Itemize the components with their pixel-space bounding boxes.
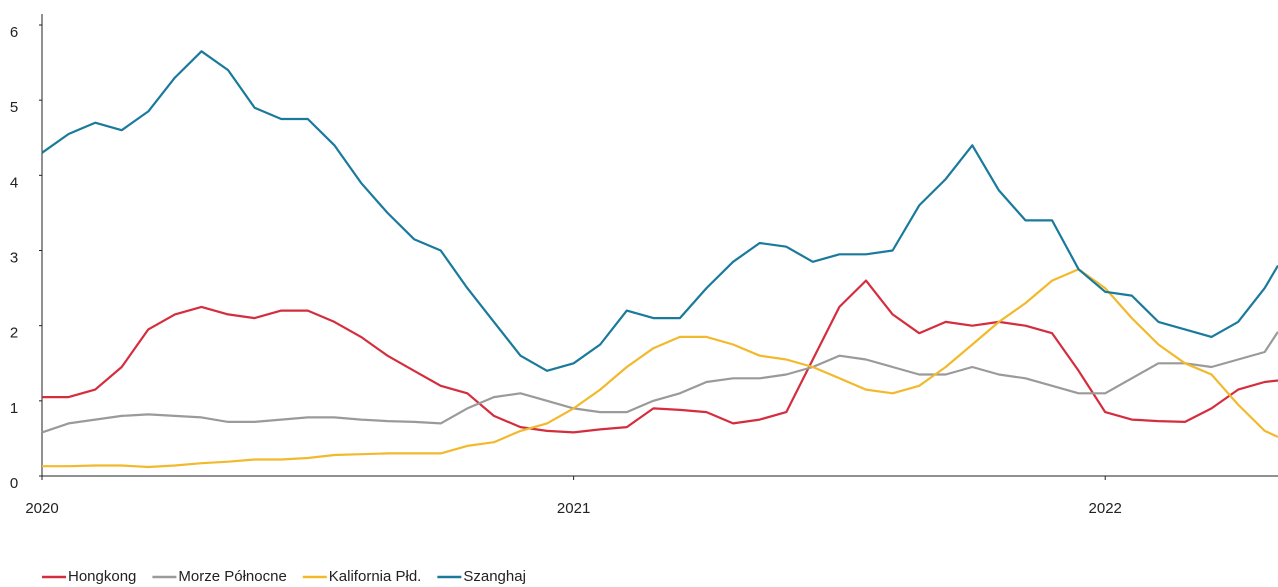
legend-label: Hongkong bbox=[68, 568, 136, 585]
y-tick-label: 5 bbox=[10, 99, 18, 116]
series-line bbox=[42, 268, 1278, 469]
x-tick-label: 2022 bbox=[1089, 500, 1122, 517]
y-tick-label: 0 bbox=[10, 475, 18, 492]
x-tick-label: 2021 bbox=[557, 500, 590, 517]
y-tick-label: 2 bbox=[10, 325, 18, 342]
x-tick-label: 2020 bbox=[25, 500, 58, 517]
series-line bbox=[41, 50, 1278, 372]
series-line bbox=[41, 331, 1278, 434]
y-tick-label: 3 bbox=[10, 249, 18, 266]
legend-label: Morze Północne bbox=[178, 568, 286, 585]
series-line bbox=[42, 279, 1278, 434]
y-tick-label: 4 bbox=[10, 174, 18, 191]
y-tick-label: 1 bbox=[10, 400, 18, 417]
legend-label: Szanghaj bbox=[463, 568, 526, 585]
legend-label: Kalifornia Płd. bbox=[329, 568, 422, 585]
y-tick-label: 6 bbox=[10, 24, 18, 41]
